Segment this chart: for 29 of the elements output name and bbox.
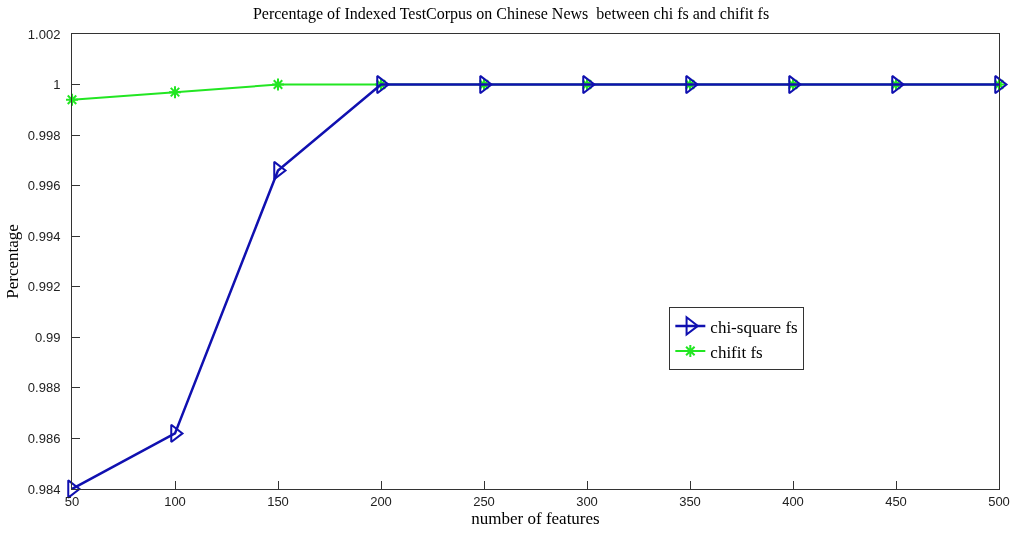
legend-label: chi-square fs <box>710 317 798 337</box>
x-tick-label: 150 <box>267 493 289 509</box>
x-tick-label: 200 <box>370 493 392 509</box>
y-tick-label: 1 <box>53 77 61 93</box>
chart-title: Percentage of Indexed TestCorpus on Chinese News between chi fs and chifit fs <box>252 5 770 24</box>
x-tick-label: 250 <box>473 493 495 509</box>
y-tick-label: 1.002 <box>27 26 61 42</box>
x-tick-label: 300 <box>576 493 598 509</box>
y-tick-label: 0.994 <box>27 228 61 244</box>
point <box>65 92 79 107</box>
x-tick-label: 400 <box>782 493 804 509</box>
y-tick-label: 0.996 <box>27 178 61 194</box>
y-tick-label: 0.998 <box>27 127 61 143</box>
y-tick-label: 0.99 <box>35 329 61 345</box>
point <box>67 479 81 499</box>
point <box>271 77 285 92</box>
y-tick-label: 0.992 <box>27 279 61 295</box>
y-tick-label: 0.984 <box>27 481 61 497</box>
x-tick-label: 50 <box>64 493 80 509</box>
x-tick-label: 100 <box>164 493 186 509</box>
legend-label: chifit fs <box>710 342 763 362</box>
y-tick-label: 0.988 <box>27 380 61 396</box>
x-axis-title: number of features <box>471 509 600 528</box>
point <box>168 85 182 100</box>
y-tick-label: 0.986 <box>27 430 61 446</box>
y-axis-title: Percentage <box>3 224 23 299</box>
x-tick-label: 350 <box>679 493 701 509</box>
x-tick-label: 500 <box>988 493 1010 509</box>
x-tick-label: 450 <box>885 493 907 509</box>
